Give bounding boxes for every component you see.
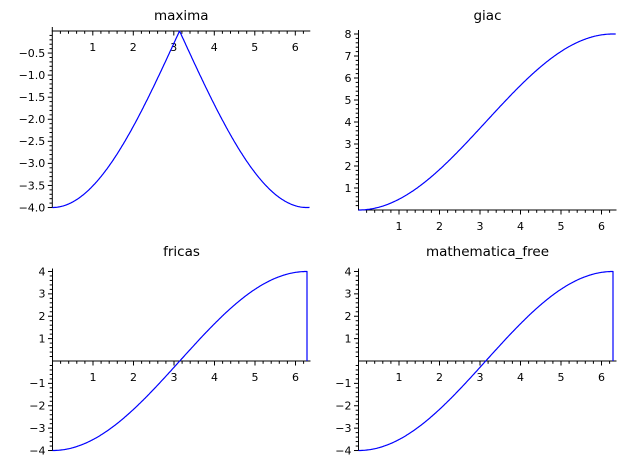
x-tick-label: 1 <box>396 220 403 233</box>
x-tick-label: 3 <box>170 41 177 54</box>
subplot-mathematica_free: mathematica_free 1 2 3 4 5 6 4 3 2 1 −1 −2 −3 −4 <box>335 244 617 457</box>
x-tick-label: 6 <box>598 220 605 233</box>
y-tick-label: −1 <box>29 377 45 390</box>
y-tick-label: 5 <box>345 94 352 107</box>
subplot-maxima: maxima 1 2 3 4 5 6 −0.5 −1.0 −1.5 −2.0 −2.5 −3.0 −3.5… <box>19 8 311 214</box>
y-tick-label: −3.5 <box>19 179 46 192</box>
x-tick-label: 2 <box>436 220 443 233</box>
plot-title: mathematica_free <box>426 244 549 260</box>
x-tick-label: 5 <box>558 220 565 233</box>
plot-title: fricas <box>163 244 200 260</box>
x-tick-label: 1 <box>90 371 97 384</box>
x-tick-label: 2 <box>130 41 137 54</box>
x-tick-label: 3 <box>477 371 484 384</box>
x-tick-label: 4 <box>211 41 218 54</box>
y-tick-label: −2 <box>29 400 45 413</box>
y-tick-label: 3 <box>39 288 46 301</box>
y-tick-label: 1 <box>345 332 352 345</box>
x-tick-label: 1 <box>89 41 96 54</box>
x-tick-label: 3 <box>171 371 178 384</box>
x-tick-label: 6 <box>292 41 299 54</box>
y-tick-label: 3 <box>345 288 352 301</box>
y-tick-label: −3.0 <box>19 157 46 170</box>
y-tick-label: 4 <box>345 116 352 129</box>
x-tick-label: 3 <box>477 220 484 233</box>
x-tick-label: 6 <box>292 371 299 384</box>
curve-fricas <box>52 270 308 452</box>
y-tick-label: 3 <box>345 138 352 151</box>
curve-giac <box>358 33 616 211</box>
y-tick-label: −3 <box>29 422 45 435</box>
y-tick-label: −2.0 <box>19 113 46 126</box>
x-tick-label: 1 <box>396 371 403 384</box>
y-tick-label: 2 <box>345 160 352 173</box>
y-tick-label: −1.5 <box>19 91 46 104</box>
x-tick-label: 5 <box>558 371 565 384</box>
y-tick-label: 8 <box>345 28 352 41</box>
y-tick-label: −3 <box>335 422 351 435</box>
x-tick-label: 2 <box>130 371 137 384</box>
subplot-fricas: fricas 1 2 3 4 5 6 4 3 2 1 −1 −2 −3 −4 <box>29 244 311 457</box>
plot-title: giac <box>473 8 501 24</box>
y-tick-label: 6 <box>345 72 352 85</box>
curve-mathematica_free <box>358 270 614 452</box>
y-tick-label: 2 <box>39 310 46 323</box>
x-tick-label: 6 <box>598 371 605 384</box>
y-tick-label: 2 <box>345 310 352 323</box>
y-tick-label: −2.5 <box>19 135 46 148</box>
x-tick-label: 4 <box>517 220 524 233</box>
y-tick-label: −1 <box>335 377 351 390</box>
y-tick-label: 4 <box>345 265 352 278</box>
x-tick-label: 5 <box>251 41 258 54</box>
y-tick-label: 7 <box>345 50 352 63</box>
x-tick-label: 5 <box>252 371 259 384</box>
y-tick-label: 1 <box>39 332 46 345</box>
x-tick-label: 4 <box>517 371 524 384</box>
y-tick-label: −4 <box>29 444 45 457</box>
y-tick-label: −2 <box>335 400 351 413</box>
x-tick-label: 4 <box>211 371 218 384</box>
y-tick-label: 4 <box>39 265 46 278</box>
y-tick-label: 1 <box>345 182 352 195</box>
y-tick-label: −1.0 <box>19 69 46 82</box>
y-tick-label: −4 <box>335 444 351 457</box>
x-tick-label: 2 <box>436 371 443 384</box>
plot-title: maxima <box>154 8 209 24</box>
y-tick-label: −0.5 <box>19 47 46 60</box>
subplot-giac: giac 1 2 3 4 5 6 1 2 3 4 5 6 7 8 <box>345 8 617 233</box>
y-tick-label: −4.0 <box>19 201 46 214</box>
curve-maxima <box>52 30 310 209</box>
